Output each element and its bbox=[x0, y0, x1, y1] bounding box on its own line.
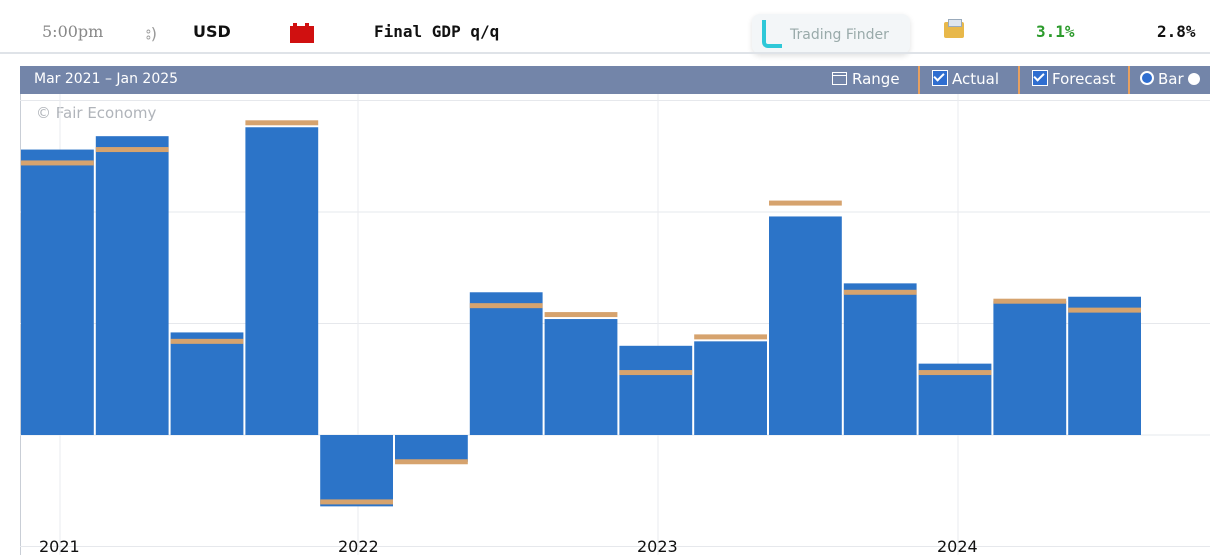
actual-bar[interactable] bbox=[993, 301, 1067, 435]
forecast-marker bbox=[993, 298, 1067, 304]
actual-bar[interactable] bbox=[245, 127, 319, 435]
range-button[interactable]: Range bbox=[832, 70, 900, 88]
impact-folder-icon bbox=[290, 23, 314, 43]
forecast-marker bbox=[469, 303, 543, 309]
header-separator bbox=[1128, 66, 1130, 94]
detail-folder-icon[interactable] bbox=[944, 19, 964, 38]
trading-finder-logo-icon bbox=[762, 20, 782, 48]
sound-icon[interactable]: ⦂) bbox=[146, 24, 158, 43]
actual-toggle[interactable]: Actual bbox=[932, 70, 999, 88]
x-tick-label: 2022 bbox=[338, 537, 379, 555]
actual-bar[interactable] bbox=[1068, 296, 1141, 435]
forecast-checkbox-icon bbox=[1032, 70, 1048, 86]
event-title[interactable]: Final GDP q/q bbox=[374, 22, 500, 41]
date-range-label: Mar 2021 – Jan 2025 bbox=[34, 71, 179, 87]
x-tick-label: 2023 bbox=[637, 537, 678, 555]
line-radio-icon[interactable] bbox=[1187, 73, 1200, 85]
bar-radio-icon bbox=[1140, 71, 1154, 85]
actual-bar[interactable] bbox=[95, 136, 169, 435]
actual-bar[interactable] bbox=[469, 292, 543, 435]
forecast-toggle-label: Forecast bbox=[1052, 70, 1116, 88]
watermark-badge: Trading Finder bbox=[752, 14, 910, 54]
header-separator bbox=[918, 66, 920, 94]
forecast-marker bbox=[843, 289, 917, 295]
x-tick-label: 2024 bbox=[937, 537, 978, 555]
forecast-marker bbox=[544, 312, 618, 318]
actual-bar[interactable] bbox=[320, 435, 393, 507]
actual-bar[interactable] bbox=[619, 345, 693, 435]
forecast-marker bbox=[619, 370, 693, 376]
actual-bar[interactable] bbox=[170, 332, 244, 435]
actual-bar[interactable] bbox=[21, 149, 94, 435]
actual-checkbox-icon bbox=[932, 70, 948, 86]
range-button-label: Range bbox=[852, 70, 900, 88]
forecast-marker bbox=[918, 370, 992, 376]
event-currency: USD bbox=[193, 22, 231, 41]
copyright-label: © Fair Economy bbox=[36, 104, 157, 122]
forecast-marker bbox=[320, 499, 393, 505]
bar-toggle[interactable]: Bar bbox=[1140, 70, 1200, 88]
actual-bar[interactable] bbox=[918, 363, 992, 435]
actual-bar[interactable] bbox=[395, 435, 468, 462]
forecast-marker bbox=[21, 160, 94, 166]
forecast-marker bbox=[694, 334, 767, 340]
forecast-marker bbox=[1068, 307, 1141, 313]
bar-toggle-label: Bar bbox=[1158, 70, 1184, 88]
actual-value: 3.1% bbox=[1036, 22, 1075, 41]
watermark-text: Trading Finder bbox=[790, 27, 889, 43]
header-separator bbox=[1018, 66, 1020, 94]
actual-bar[interactable] bbox=[544, 319, 618, 435]
chart-area: © Fair Economy 2021 2022 2023 2024 bbox=[0, 94, 1210, 555]
row-divider bbox=[0, 52, 1210, 54]
actual-bar[interactable] bbox=[843, 283, 917, 435]
event-row: 5:00pm ⦂) USD Final GDP q/q Trading Find… bbox=[0, 0, 1210, 62]
forecast-marker bbox=[769, 200, 842, 206]
event-time: 5:00pm bbox=[42, 22, 104, 41]
forecast-marker bbox=[95, 147, 169, 153]
calendar-icon bbox=[832, 72, 847, 85]
chart-header: Mar 2021 – Jan 2025 Range Actual Forecas… bbox=[20, 66, 1210, 94]
forecast-toggle[interactable]: Forecast bbox=[1032, 70, 1115, 88]
actual-toggle-label: Actual bbox=[952, 70, 999, 88]
actual-bar[interactable] bbox=[694, 341, 767, 435]
forecast-value: 2.8% bbox=[1157, 22, 1196, 41]
x-tick-label: 2021 bbox=[39, 537, 80, 555]
gdp-bar-chart: © Fair Economy 2021 2022 2023 2024 bbox=[20, 94, 1210, 555]
forecast-marker bbox=[395, 459, 468, 465]
forecast-marker bbox=[170, 338, 244, 344]
actual-bar[interactable] bbox=[769, 216, 842, 435]
forecast-marker bbox=[245, 120, 319, 126]
